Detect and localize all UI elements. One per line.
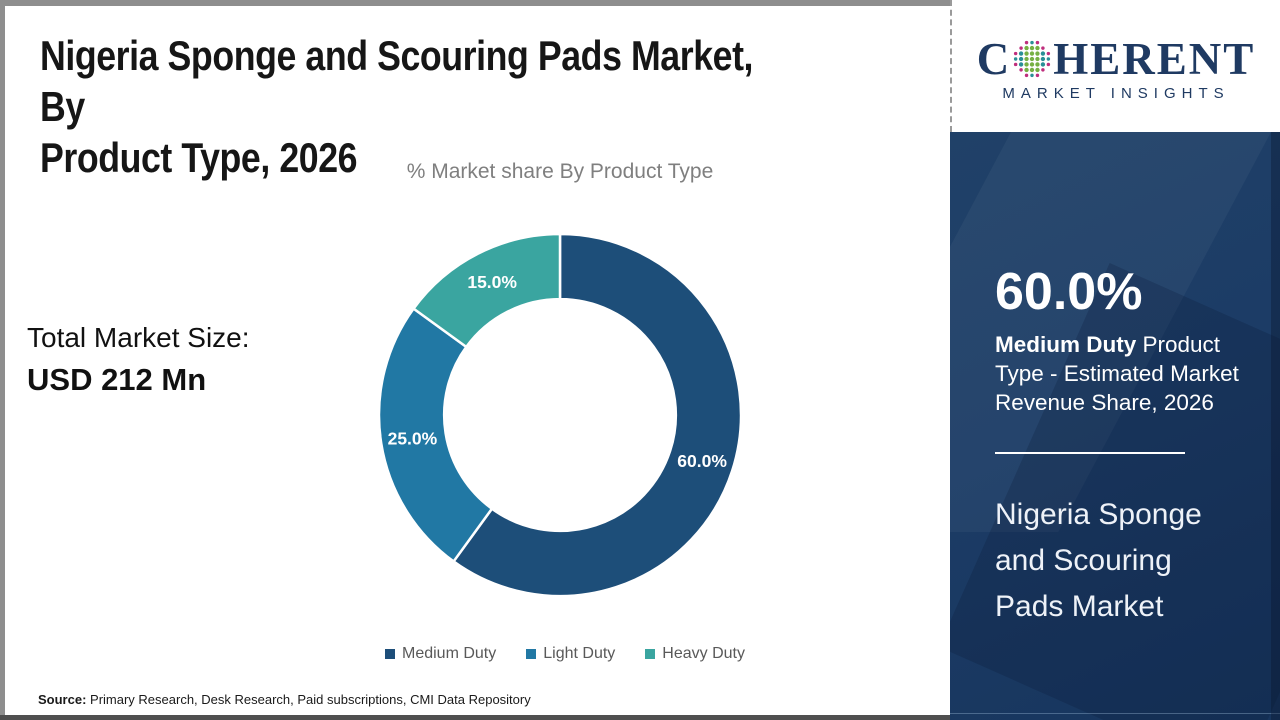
globe-dot	[1025, 73, 1029, 78]
highlight-category: Medium Duty	[995, 332, 1137, 357]
page-title-line2: Product Type, 2026	[40, 134, 358, 181]
globe-dot	[1024, 51, 1029, 56]
source-label: Source:	[38, 692, 87, 707]
globe-dot	[1040, 51, 1046, 56]
globe-dot	[1035, 73, 1040, 78]
globe-dot	[1014, 57, 1018, 61]
globe-dot	[1046, 57, 1051, 61]
frame-edge-left	[0, 0, 5, 720]
globe-dot	[1014, 62, 1018, 67]
donut-slice-heavy-duty	[411, 232, 562, 349]
legend-item-medium-duty: Medium Duty	[385, 645, 496, 663]
globe-dot	[1025, 40, 1029, 45]
legend-item-heavy-duty: Heavy Duty	[645, 645, 745, 663]
globe-dot	[1046, 51, 1051, 56]
legend-marker	[385, 649, 395, 659]
source-note: Source: Primary Research, Desk Research,…	[38, 692, 531, 707]
globe-dot	[1041, 46, 1045, 50]
chart-legend: Medium Duty Light Duty Heavy Duty	[250, 645, 880, 663]
sidebar: C HERENT MARKET INSIGHTS 60.0% Medium Du…	[950, 0, 1280, 720]
donut-chart: 60.0% 25.0% 15.0%	[375, 230, 745, 600]
globe-dot	[1035, 40, 1040, 45]
legend-label: Heavy Duty	[662, 645, 745, 662]
globe-dot	[1035, 45, 1040, 51]
legend-item-light-duty: Light Duty	[526, 645, 615, 663]
sidebar-divider	[995, 452, 1185, 454]
page-title: Nigeria Sponge and Scouring Pads Market,…	[40, 30, 780, 183]
globe-dot	[1035, 62, 1040, 67]
donut-chart-svg: 60.0% 25.0% 15.0%	[377, 232, 743, 598]
frame-edge-top	[0, 0, 1280, 6]
logo-text-start: C	[976, 33, 1012, 84]
logo-subtitle: MARKET INSIGHTS	[1002, 84, 1230, 102]
legend-marker	[526, 649, 537, 659]
globe-icon	[1014, 40, 1051, 78]
legend-label: Medium Duty	[402, 645, 497, 662]
globe-dot	[1030, 40, 1034, 45]
chart-title: % Market share By Product Type	[406, 160, 714, 183]
globe-dot	[1024, 67, 1029, 73]
globe-dot	[1019, 62, 1024, 67]
slice-label: 15.0%	[467, 272, 517, 292]
globe-dot	[1030, 51, 1035, 56]
globe-dot	[1041, 68, 1045, 72]
legend-marker	[645, 649, 656, 659]
sidebar-market-name: Nigeria Sponge and Scouring Pads Market	[995, 498, 1202, 623]
globe-dot	[1030, 56, 1035, 62]
globe-dot	[1040, 62, 1046, 67]
globe-dot	[1019, 68, 1024, 72]
globe-dot	[1014, 51, 1018, 56]
highlight-stat-description: Medium Duty Product Type - Estimated Mar…	[995, 330, 1243, 417]
globe-dot	[1019, 46, 1024, 50]
logo-text-end: HERENT	[1053, 33, 1256, 84]
panel-bottom-line	[950, 713, 1280, 714]
globe-dot	[1024, 56, 1029, 62]
highlight-description-rest: Product Type - Estimated Market Revenue …	[995, 332, 1239, 415]
globe-dot	[1035, 67, 1040, 73]
brand-logo: C HERENT MARKET INSIGHTS	[950, 0, 1280, 132]
logo-wordmark: C HERENT	[976, 33, 1256, 84]
globe-dot	[1035, 56, 1040, 62]
globe-dot	[1024, 45, 1029, 51]
globe-dot	[1030, 73, 1034, 78]
globe-dot	[1040, 56, 1046, 62]
globe-dot	[1030, 45, 1035, 51]
donut-slice-light-duty	[377, 306, 494, 564]
sidebar-panel	[950, 132, 1280, 720]
highlight-stat-value: 60.0%	[995, 263, 1143, 321]
total-market-value: USD 212 Mn	[27, 362, 207, 397]
globe-dot	[1019, 56, 1024, 62]
slice-label: 60.0%	[677, 451, 727, 471]
globe-dot	[1019, 51, 1024, 56]
source-text: Primary Research, Desk Research, Paid su…	[86, 692, 531, 707]
legend-label: Light Duty	[543, 645, 616, 662]
total-market-block: Total Market Size: USD 212 Mn	[27, 322, 250, 398]
globe-dot	[1024, 62, 1029, 67]
page-title-line1: Nigeria Sponge and Scouring Pads Market,…	[40, 32, 754, 130]
frame-edge-bottom	[0, 715, 1280, 720]
donut-slice-medium-duty	[451, 232, 743, 598]
globe-dot	[1030, 67, 1035, 73]
globe-dot	[1046, 62, 1051, 67]
globe-dot	[1030, 62, 1035, 67]
globe-dot	[1035, 51, 1040, 56]
total-market-label: Total Market Size:	[27, 322, 250, 353]
slice-label: 25.0%	[388, 428, 438, 448]
